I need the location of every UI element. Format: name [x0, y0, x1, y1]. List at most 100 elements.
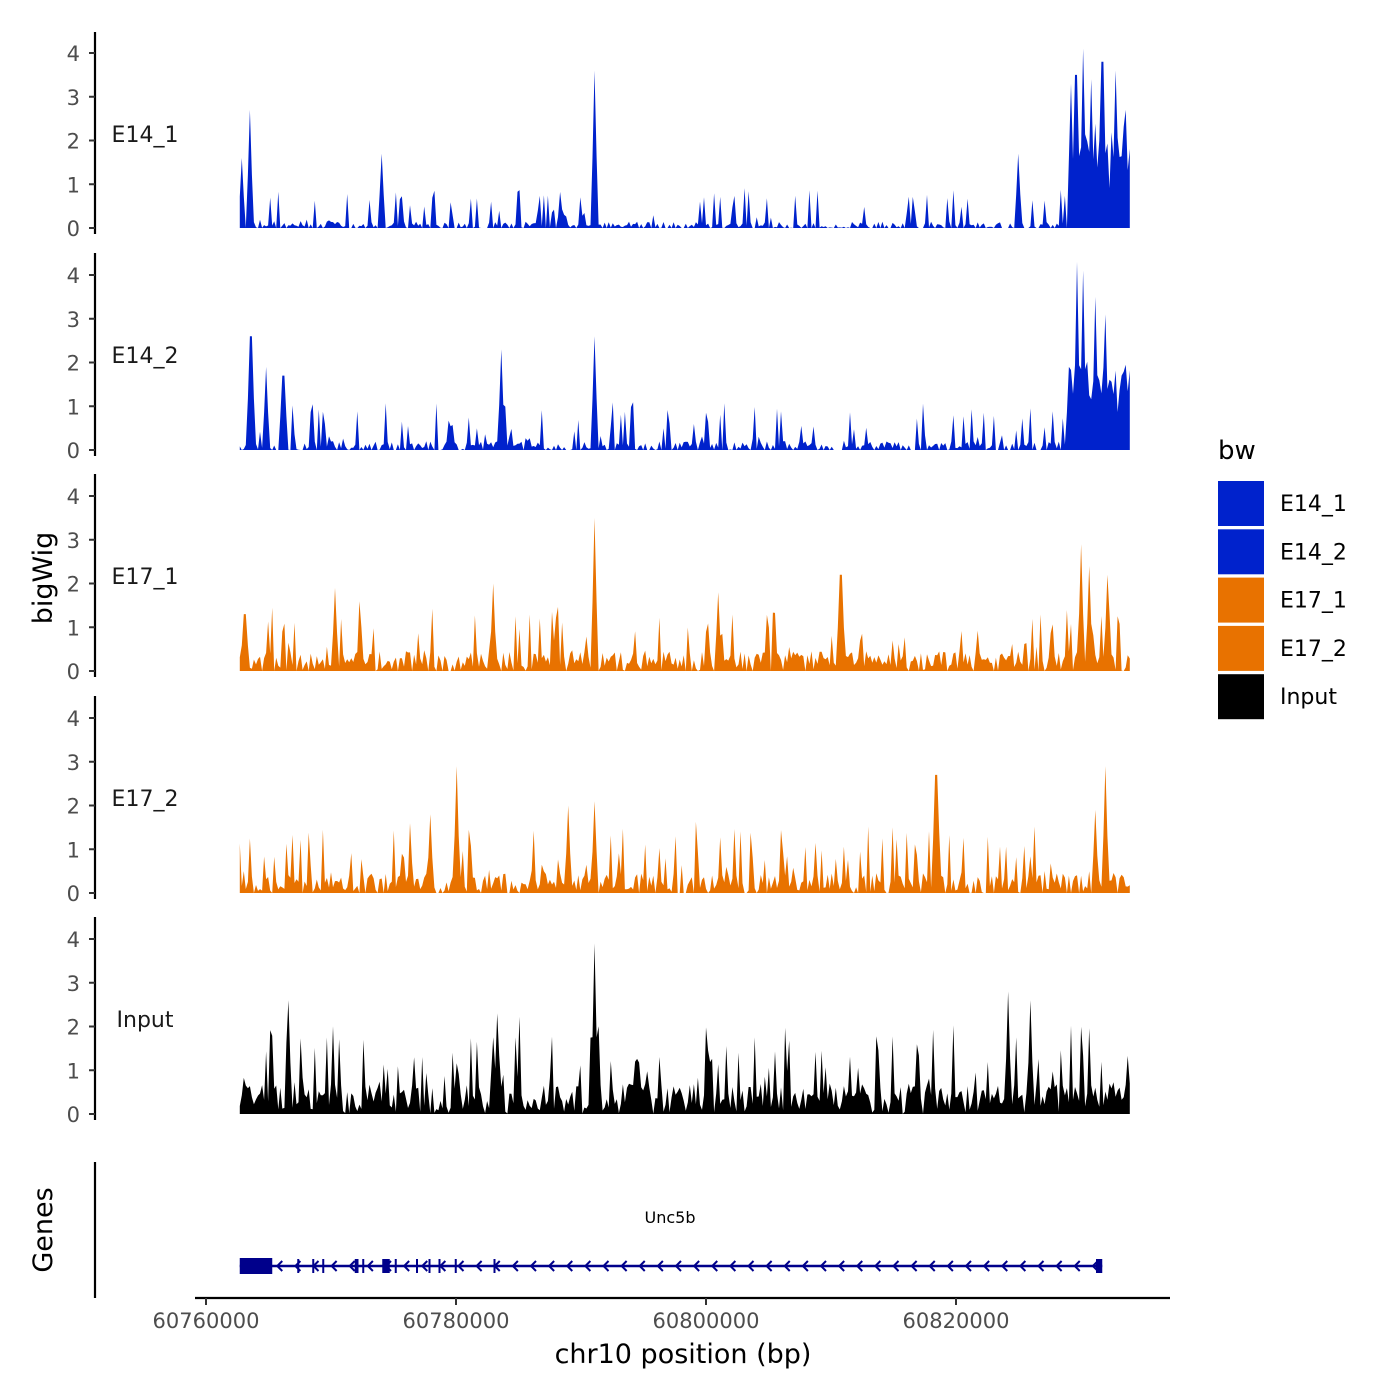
track-label: E17_1	[112, 565, 179, 590]
strand-arrow	[602, 1260, 610, 1272]
gene-exon	[382, 1259, 390, 1273]
y-tick-label: 2	[67, 352, 80, 376]
legend-label: E14_1	[1280, 492, 1347, 517]
y-tick-label: 0	[67, 1103, 80, 1127]
track-label: E17_2	[112, 787, 179, 812]
strand-arrow	[946, 1260, 954, 1272]
gene-exon	[312, 1259, 315, 1273]
strand-arrow	[819, 1260, 827, 1272]
gene-name-label: Unc5b	[645, 1208, 696, 1227]
y-tick-label: 4	[67, 928, 80, 952]
strand-arrow	[855, 1260, 863, 1272]
y-tick-label: 2	[67, 573, 80, 597]
strand-arrow	[330, 1260, 338, 1272]
gene-exon	[322, 1259, 325, 1273]
strand-arrow	[402, 1260, 410, 1272]
y-tick-label: 0	[67, 660, 80, 684]
strand-arrow	[620, 1260, 628, 1272]
strand-arrow	[1018, 1260, 1027, 1272]
gene-exon	[416, 1259, 418, 1273]
gene-exon	[297, 1259, 300, 1273]
strand-arrow	[692, 1260, 700, 1272]
gene-exon	[362, 1259, 365, 1273]
strand-arrow	[547, 1260, 555, 1272]
x-axis-title: chr10 position (bp)	[555, 1339, 812, 1370]
track-label: E14_1	[112, 123, 179, 148]
y-tick-label: 4	[67, 42, 80, 66]
y-axis-title: bigWig	[28, 532, 59, 625]
y-tick-label: 3	[67, 86, 80, 110]
signal-area	[239, 48, 1130, 228]
strand-arrow	[638, 1260, 646, 1272]
gene-exon	[394, 1259, 397, 1273]
gene-track-panel: Unc5b 60760000 60780000 60800000 60820000 c…	[93, 1162, 1170, 1370]
y-tick-label: 3	[67, 751, 80, 775]
strand-arrow	[710, 1260, 718, 1272]
y-tick-label: 1	[67, 838, 80, 862]
track-e14-2: 0 1 2 3 4 E14_2	[67, 253, 1130, 463]
signal-area	[239, 766, 1130, 893]
track-label: E14_2	[112, 344, 179, 369]
strand-arrow	[1073, 1260, 1081, 1272]
genes-axis-title: Genes	[28, 1187, 59, 1272]
strand-arrow	[366, 1260, 374, 1272]
legend-label: E17_2	[1280, 637, 1347, 662]
strand-arrow	[529, 1260, 537, 1272]
y-tick-label: 3	[67, 308, 80, 332]
track-e17-1: 0 1 2 3 4 E17_1	[67, 474, 1130, 684]
gene-exon	[438, 1259, 441, 1273]
track-input: 0 1 2 3 4 Input	[67, 917, 1130, 1127]
strand-arrow	[892, 1260, 900, 1272]
y-tick-label: 3	[67, 529, 80, 553]
x-axis-ticks: 60760000 60780000 60800000 60820000	[153, 1298, 1009, 1333]
gene-model-unc5b	[239, 1258, 1103, 1274]
legend-label: E14_2	[1280, 540, 1347, 565]
legend-key-input	[1218, 674, 1264, 720]
strand-arrow	[1037, 1260, 1045, 1272]
strand-arrow	[910, 1260, 918, 1272]
strand-arrow	[420, 1260, 428, 1272]
strand-arrow	[928, 1260, 936, 1272]
strand-arrow	[747, 1260, 755, 1272]
x-tick-label: 60800000	[653, 1309, 760, 1333]
track-label: Input	[117, 1008, 174, 1033]
legend-label: Input	[1280, 685, 1337, 710]
y-tick-label: 0	[67, 882, 80, 906]
y-tick-label: 1	[67, 173, 80, 197]
strand-arrow	[1000, 1260, 1008, 1272]
legend-key-e17-1	[1218, 577, 1264, 623]
signal-area	[239, 261, 1130, 450]
x-tick-label: 60760000	[153, 1309, 260, 1333]
signal-area	[239, 943, 1130, 1114]
y-tick-label: 1	[67, 1059, 80, 1083]
strand-arrow	[348, 1260, 356, 1272]
gene-exon	[239, 1258, 273, 1274]
strand-arrow	[801, 1260, 809, 1272]
strand-arrow	[674, 1260, 682, 1272]
y-tick-label: 0	[67, 217, 80, 241]
legend-key-e14-2	[1218, 529, 1264, 575]
gene-exon	[354, 1259, 359, 1273]
y-tick-label: 1	[67, 616, 80, 640]
y-tick-label: 3	[67, 972, 80, 996]
strand-arrow	[873, 1260, 882, 1272]
signal-area	[239, 517, 1130, 671]
y-tick-label: 4	[67, 707, 80, 731]
legend-label: E17_1	[1280, 589, 1347, 614]
strand-arrow	[457, 1260, 465, 1272]
gene-exon	[428, 1259, 431, 1273]
strand-arrow	[1055, 1260, 1063, 1272]
y-tick-label: 0	[67, 439, 80, 463]
gene-exon	[454, 1259, 457, 1273]
strand-arrow	[583, 1260, 592, 1272]
strand-arrow	[982, 1260, 990, 1272]
legend-title: bw	[1218, 436, 1256, 466]
y-tick-label: 2	[67, 130, 80, 154]
legend-key-e17-2	[1218, 625, 1264, 671]
y-tick-label: 2	[67, 795, 80, 819]
strand-arrow	[783, 1260, 791, 1272]
y-tick-label: 1	[67, 395, 80, 419]
strand-arrow	[275, 1260, 283, 1272]
y-tick-label: 4	[67, 485, 80, 509]
